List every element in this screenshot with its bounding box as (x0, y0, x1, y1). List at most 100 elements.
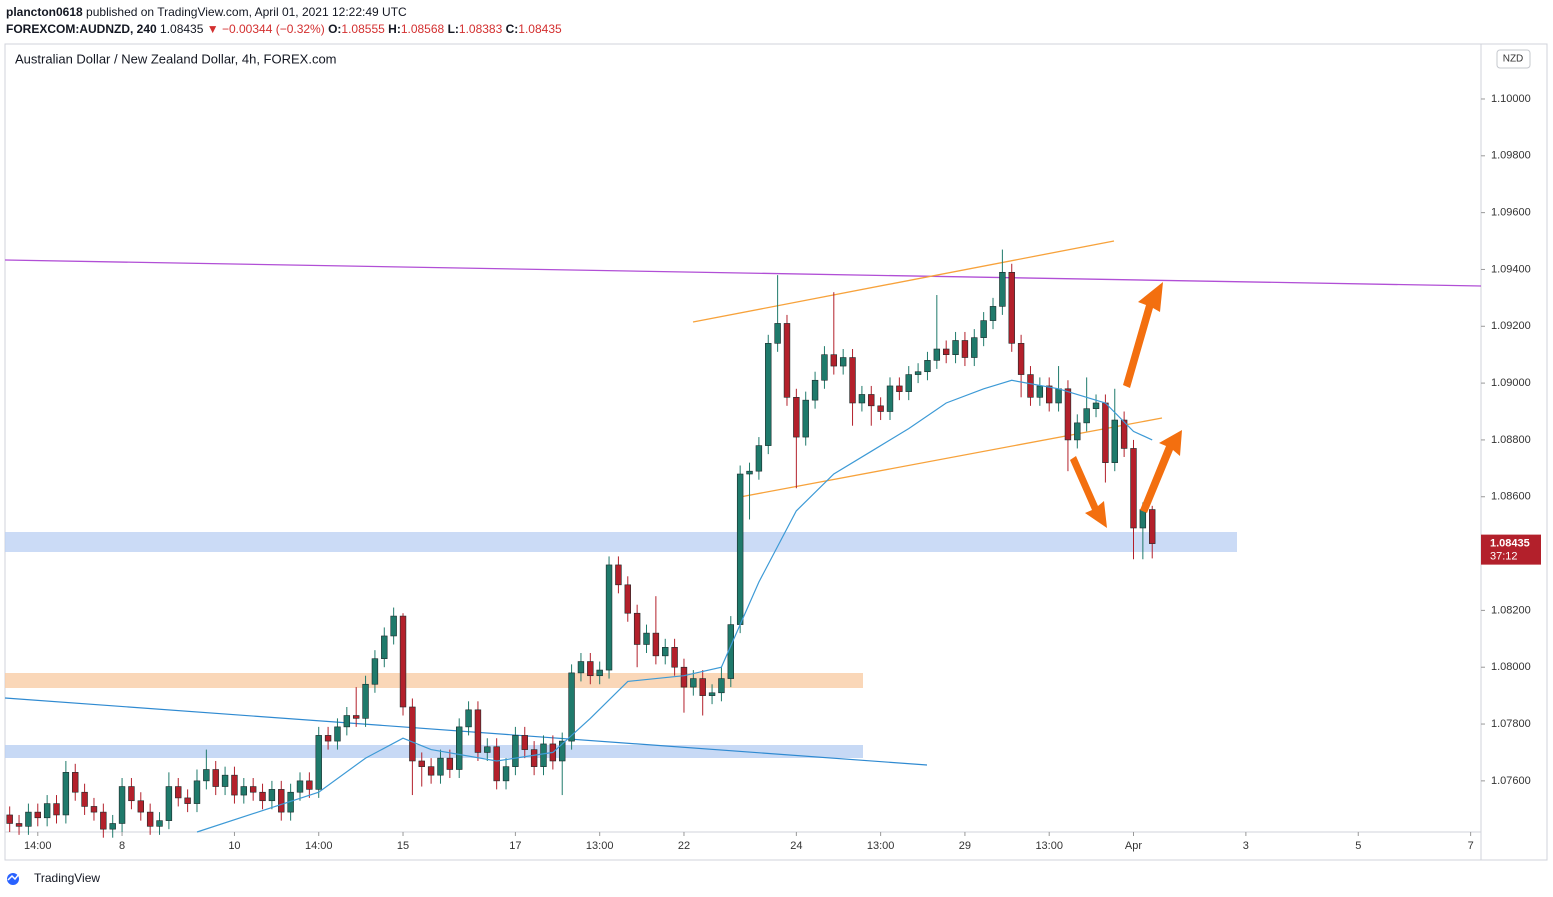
x-tick-label: 24 (790, 840, 802, 852)
user: plancton0618 (6, 5, 83, 19)
o-label: O: (328, 22, 342, 36)
candle-body (924, 360, 931, 373)
candle-body (896, 385, 903, 392)
candle-body (858, 394, 866, 404)
c-value: 1.08435 (518, 22, 562, 36)
candle-body (1139, 509, 1147, 529)
y-tick-label: 1.08600 (1491, 491, 1531, 503)
candle-body (1149, 509, 1156, 544)
candle-body (633, 612, 641, 645)
candle-body (568, 672, 575, 742)
candle-body (699, 678, 706, 696)
arrows (1070, 282, 1182, 528)
arrow (1140, 430, 1182, 513)
chart-title: Australian Dollar / New Zealand Dollar, … (15, 51, 337, 66)
last: 1.08435 (160, 22, 204, 36)
candle-body (708, 692, 716, 696)
candle-body (971, 337, 978, 358)
candle-body (802, 399, 809, 438)
candle-body (821, 354, 828, 381)
candle-body (540, 743, 547, 767)
candle-body (493, 746, 500, 782)
candle-body (952, 340, 959, 355)
candle-body (34, 811, 41, 819)
candle-body (53, 803, 60, 816)
x-tick-label: 17 (509, 840, 521, 852)
candle-body (15, 823, 23, 827)
candle-body (259, 791, 266, 802)
candle-body (109, 823, 116, 830)
arrow (1123, 282, 1163, 388)
x-tick-label: 13:00 (1035, 840, 1063, 852)
candle-body (989, 306, 997, 321)
published: published on TradingView.com, April 01, … (86, 5, 407, 19)
candle-body (203, 769, 210, 782)
candle-body (146, 811, 154, 827)
price-tag-value: 1.08435 (1490, 538, 1530, 550)
currency: NZD (1503, 54, 1524, 65)
y-tick-label: 1.09600 (1491, 207, 1531, 219)
candle-body (1120, 419, 1128, 449)
candle-body (1074, 422, 1081, 441)
candle-body (1046, 385, 1053, 404)
candle-body (811, 379, 819, 401)
l-value: 1.08383 (458, 22, 503, 36)
candle-body (980, 320, 987, 338)
footer-logo (7, 873, 20, 885)
header: plancton0618 published on TradingView.co… (6, 4, 562, 38)
candle-body (128, 786, 135, 802)
candle-body (268, 789, 276, 802)
publish-line: plancton0618 published on TradingView.co… (6, 4, 562, 21)
moving-average (196, 379, 1153, 833)
candle-body (746, 470, 753, 475)
candle-body (437, 757, 444, 776)
candle-body (793, 397, 800, 438)
candle-body (306, 780, 313, 790)
x-tick-label: 13:00 (586, 840, 614, 852)
candle-body (914, 371, 922, 375)
candle-body (736, 473, 744, 625)
candle-body (399, 615, 407, 708)
candle-body (624, 584, 631, 614)
zone (5, 673, 863, 688)
candle-body (680, 666, 688, 688)
candle-body (502, 766, 510, 782)
candle-body (942, 348, 950, 355)
marks (6, 249, 1156, 838)
candle-body (690, 678, 697, 688)
candle-body (390, 615, 397, 637)
candle-body (100, 811, 107, 830)
x-tick-label: 7 (1468, 840, 1474, 852)
candle-body (371, 658, 379, 685)
candle-body (418, 760, 425, 767)
candle-body (999, 271, 1006, 307)
candle-body (118, 786, 126, 824)
candle-body (381, 635, 388, 659)
candle-body (662, 647, 669, 657)
candle-body (774, 323, 781, 344)
candle-body (783, 323, 791, 398)
candle-body (596, 669, 603, 677)
arrow (1070, 456, 1107, 528)
candle-body (765, 343, 772, 446)
zone (5, 745, 863, 758)
candle-body (961, 340, 969, 358)
candle-body (1027, 374, 1034, 398)
candle-body (877, 405, 884, 412)
h-value: 1.08568 (400, 22, 445, 36)
channel-line (739, 417, 1163, 498)
frame (4, 43, 1548, 861)
candle-body (193, 780, 201, 804)
y-tick-label: 1.09000 (1491, 377, 1531, 389)
x-tick-label: 3 (1243, 840, 1249, 852)
candle-body (90, 806, 98, 813)
candle-body (1092, 402, 1100, 409)
support-zone (5, 532, 1237, 552)
x-tick-label: 10 (228, 840, 240, 852)
candle-body (137, 800, 144, 813)
candle-body (6, 814, 13, 824)
x-tick-label: 13:00 (867, 840, 895, 852)
x-tick-label: 5 (1355, 840, 1361, 852)
c-label: C: (505, 22, 519, 36)
